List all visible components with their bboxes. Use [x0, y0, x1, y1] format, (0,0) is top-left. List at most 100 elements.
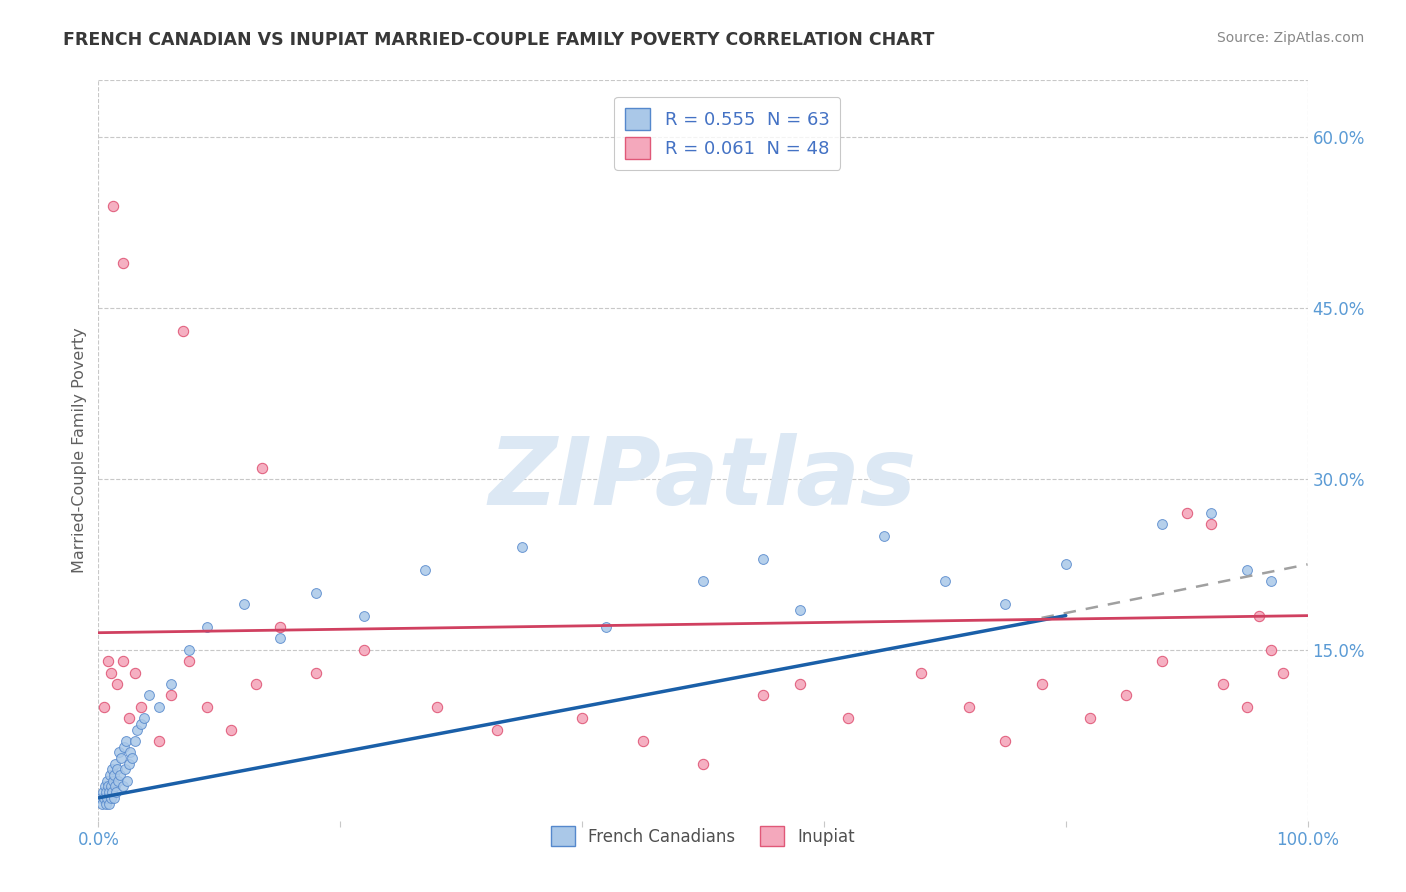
- Point: [111, 255, 134, 269]
- Point: [111, 780, 134, 794]
- Point: [124, 734, 146, 748]
- Point: [1115, 689, 1137, 703]
- Point: [96, 785, 118, 799]
- Point: [107, 773, 129, 788]
- Point: [111, 654, 134, 668]
- Point: [121, 751, 143, 765]
- Point: [105, 763, 128, 777]
- Point: [93, 790, 115, 805]
- Point: [510, 541, 533, 555]
- Point: [118, 756, 141, 771]
- Point: [100, 763, 122, 777]
- Point: [1236, 563, 1258, 577]
- Point: [117, 773, 139, 788]
- Point: [692, 756, 714, 771]
- Point: [195, 620, 218, 634]
- Point: [91, 797, 114, 811]
- Point: [250, 460, 273, 475]
- Point: [269, 632, 291, 646]
- Point: [94, 797, 117, 811]
- Point: [108, 745, 131, 759]
- Point: [789, 603, 811, 617]
- Point: [97, 797, 120, 811]
- Point: [115, 734, 138, 748]
- Point: [1236, 699, 1258, 714]
- Point: [172, 324, 194, 338]
- Point: [100, 780, 122, 794]
- Point: [104, 785, 127, 799]
- Point: [90, 790, 112, 805]
- Point: [101, 198, 124, 212]
- Point: [426, 699, 449, 714]
- Point: [631, 734, 654, 748]
- Point: [148, 734, 170, 748]
- Point: [127, 723, 149, 737]
- Point: [957, 699, 980, 714]
- Point: [148, 699, 170, 714]
- Point: [1272, 665, 1295, 680]
- Point: [1212, 677, 1234, 691]
- Point: [221, 723, 243, 737]
- Point: [98, 785, 121, 799]
- Point: [752, 689, 775, 703]
- Point: [94, 780, 117, 794]
- Point: [305, 586, 328, 600]
- Text: FRENCH CANADIAN VS INUPIAT MARRIED-COUPLE FAMILY POVERTY CORRELATION CHART: FRENCH CANADIAN VS INUPIAT MARRIED-COUPL…: [63, 31, 935, 49]
- Y-axis label: Married-Couple Family Poverty: Married-Couple Family Poverty: [72, 327, 87, 574]
- Point: [104, 780, 127, 794]
- Point: [93, 699, 115, 714]
- Point: [353, 608, 375, 623]
- Point: [112, 739, 135, 754]
- Point: [160, 689, 183, 703]
- Point: [118, 711, 141, 725]
- Point: [837, 711, 859, 725]
- Point: [100, 665, 122, 680]
- Point: [179, 642, 201, 657]
- Point: [105, 677, 128, 691]
- Point: [124, 665, 146, 680]
- Point: [1260, 642, 1282, 657]
- Point: [571, 711, 593, 725]
- Point: [789, 677, 811, 691]
- Point: [692, 574, 714, 589]
- Point: [138, 689, 160, 703]
- Point: [232, 597, 254, 611]
- Point: [91, 785, 114, 799]
- Point: [1031, 677, 1053, 691]
- Point: [97, 780, 120, 794]
- Point: [98, 768, 121, 782]
- Point: [114, 763, 136, 777]
- Point: [134, 711, 156, 725]
- Point: [1199, 517, 1222, 532]
- Point: [994, 597, 1017, 611]
- Point: [595, 620, 617, 634]
- Point: [413, 563, 436, 577]
- Point: [118, 745, 141, 759]
- Point: [1152, 517, 1174, 532]
- Point: [1260, 574, 1282, 589]
- Point: [110, 751, 132, 765]
- Point: [101, 785, 124, 799]
- Point: [934, 574, 956, 589]
- Point: [994, 734, 1017, 748]
- Point: [1078, 711, 1101, 725]
- Point: [160, 677, 183, 691]
- Point: [129, 716, 152, 731]
- Point: [97, 654, 120, 668]
- Point: [245, 677, 267, 691]
- Point: [1054, 558, 1077, 572]
- Point: [1249, 608, 1271, 623]
- Point: [305, 665, 328, 680]
- Point: [129, 699, 152, 714]
- Point: [873, 529, 896, 543]
- Text: Source: ZipAtlas.com: Source: ZipAtlas.com: [1216, 31, 1364, 45]
- Point: [100, 790, 122, 805]
- Point: [1175, 506, 1198, 520]
- Point: [486, 723, 509, 737]
- Point: [96, 790, 118, 805]
- Point: [101, 773, 124, 788]
- Point: [108, 768, 131, 782]
- Point: [104, 756, 127, 771]
- Point: [353, 642, 375, 657]
- Point: [179, 654, 201, 668]
